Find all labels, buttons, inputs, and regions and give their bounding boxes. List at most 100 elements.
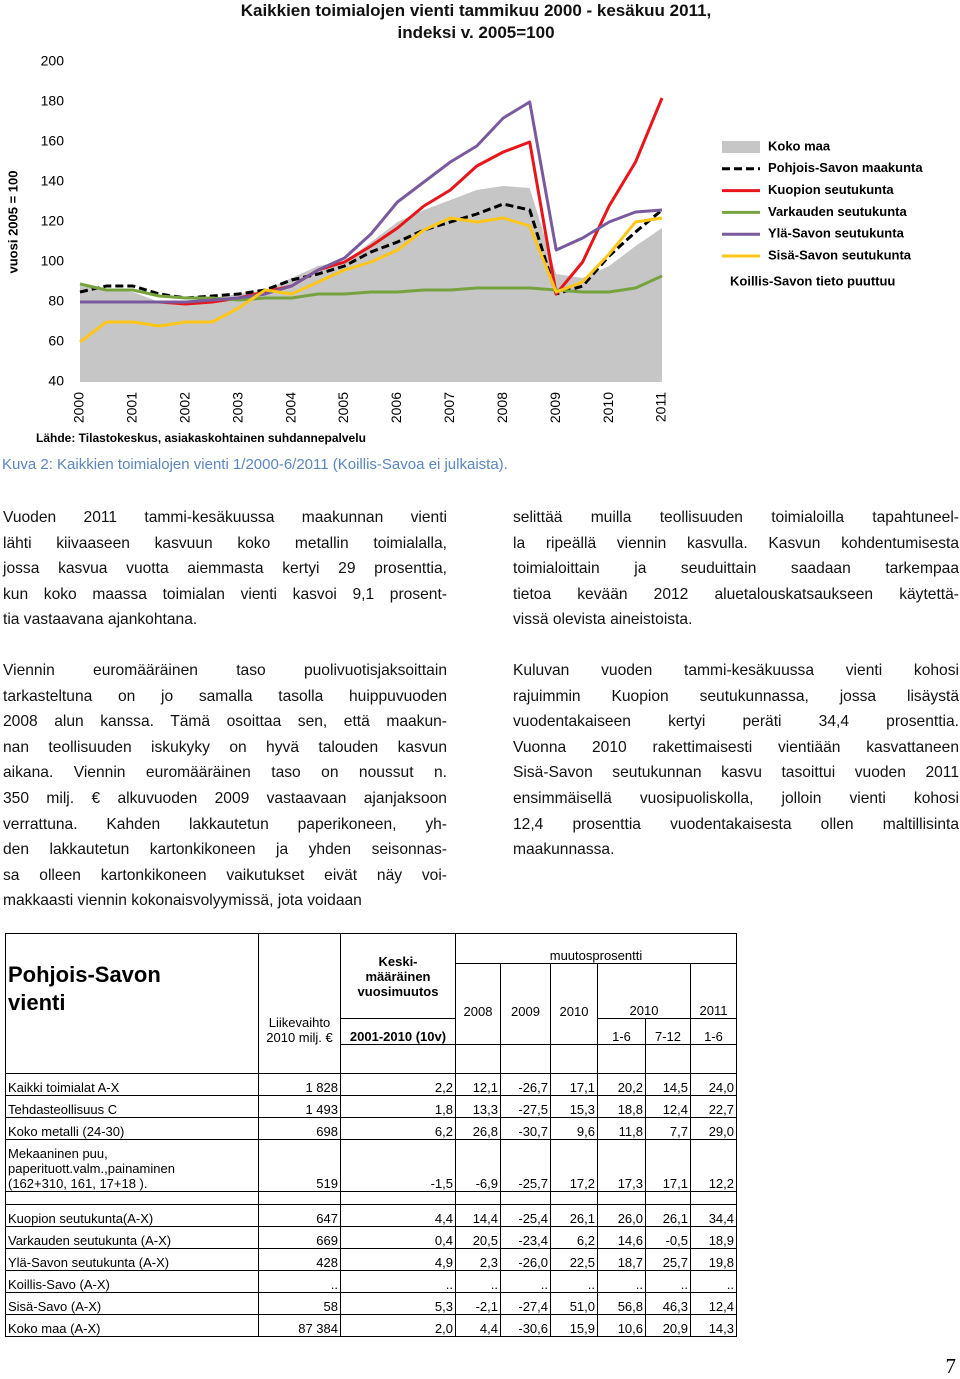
row-label: Varkauden seutukunta (A-X) bbox=[5, 1226, 259, 1249]
table-cell: 4,4 bbox=[455, 1314, 501, 1337]
y-tick-label: 60 bbox=[48, 333, 64, 349]
table-cell: 519 bbox=[258, 1139, 341, 1192]
table-cell: 12,2 bbox=[690, 1139, 737, 1192]
text-line: toimialoittain ja seuduittain saadaan ta… bbox=[513, 560, 959, 578]
table-cell: .. bbox=[690, 1270, 737, 1293]
table-row: Varkauden seutukunta (A-X) 669 0,4 20,5 -23,… bbox=[5, 1226, 737, 1249]
table-cell: .. bbox=[455, 1270, 501, 1293]
table-cell: -26,0 bbox=[500, 1248, 551, 1271]
table-cell: 34,4 bbox=[690, 1204, 737, 1227]
spacer-cell bbox=[690, 1044, 737, 1074]
text-line: aikana. Viennin euromääräinen taso on no… bbox=[3, 764, 447, 782]
table-cell: 0,4 bbox=[340, 1226, 456, 1249]
header-cell: 2001-2010 (10v) bbox=[340, 1018, 456, 1045]
header-cell: 1-6 bbox=[597, 1018, 646, 1045]
x-tick-label: 2004 bbox=[282, 392, 298, 423]
x-tick-label: 2000 bbox=[71, 392, 87, 423]
header-cell: 2010 bbox=[597, 963, 691, 1019]
table-cell: 87 384 bbox=[258, 1314, 341, 1337]
table-cell: -27,5 bbox=[500, 1095, 551, 1118]
text-line: Viennin euromääräinen taso puolivuotisja… bbox=[3, 661, 447, 679]
y-tick-label: 120 bbox=[41, 213, 65, 229]
table-cell: -1,5 bbox=[340, 1139, 456, 1192]
table-cell: 10,6 bbox=[597, 1314, 646, 1337]
spacer-cell bbox=[645, 1191, 691, 1205]
page-number: 7 bbox=[945, 1354, 957, 1378]
table-cell: 20,9 bbox=[645, 1314, 691, 1337]
header-cell: 2008 bbox=[455, 963, 501, 1019]
text-line: ensimmäisellä vuosipuoliskolla, jolloin … bbox=[513, 789, 959, 807]
x-tick-label: 2003 bbox=[229, 392, 245, 423]
spacer-cell bbox=[690, 1191, 737, 1205]
table-cell: 1,8 bbox=[340, 1095, 456, 1118]
table-row: Koko maa (A-X) 87 384 2,0 4,4 -30,6 15,9 10,6 2… bbox=[5, 1314, 737, 1337]
table-cell: 647 bbox=[258, 1204, 341, 1227]
text-line: 12,4 prosenttia vuodentakaisesta ollen m… bbox=[513, 815, 959, 833]
table-cell: 46,3 bbox=[645, 1292, 691, 1315]
row-label: Mekaaninen puu, paperituott.valm.,painami… bbox=[5, 1139, 259, 1192]
legend-label: Sisä-Savon seutukunta bbox=[768, 247, 912, 262]
table-row: Koillis-Savo (A-X)................ bbox=[5, 1270, 737, 1293]
table-cell: 25,7 bbox=[645, 1248, 691, 1271]
table-cell: 12,4 bbox=[645, 1095, 691, 1118]
row-label-line: paperituott.valm.,painaminen bbox=[8, 1161, 175, 1176]
table-cell: 20,5 bbox=[455, 1226, 501, 1249]
table-row: Sisä-Savo (A-X) 58 5,3 -2,1 -27,4 51,0 56,8 46,… bbox=[5, 1292, 737, 1315]
header-cell: Liikevaihto 2010 milj. € bbox=[258, 933, 341, 1045]
table-row: Kuopion seutukunta(A-X) 647 4,4 14,4 -25,4 26… bbox=[5, 1204, 737, 1227]
row-label-line: (162+310, 161, 17+18 ). bbox=[8, 1176, 148, 1191]
table-cell: 17,1 bbox=[645, 1139, 691, 1192]
header-cell: 2009 bbox=[500, 963, 551, 1019]
table-cell: 22,7 bbox=[690, 1095, 737, 1118]
table-cell: 15,9 bbox=[550, 1314, 598, 1337]
paragraph: Kuluvan vuoden tammi-kesäkuussa vienti k… bbox=[513, 658, 959, 863]
table-row: Kaikki toimialat A-X 1 828 2,2 12,1 -26,7 17,… bbox=[5, 1073, 737, 1096]
header-text: vuosimuutos bbox=[357, 983, 439, 999]
header-cell bbox=[550, 1018, 598, 1045]
text-line: Kuluvan vuoden tammi-kesäkuussa vienti k… bbox=[513, 661, 959, 679]
table-cell: 51,0 bbox=[550, 1292, 598, 1315]
table-cell: -30,7 bbox=[500, 1117, 551, 1140]
table-cell: .. bbox=[258, 1270, 341, 1293]
table-cell: -2,1 bbox=[455, 1292, 501, 1315]
table-cell: 26,8 bbox=[455, 1117, 501, 1140]
text-line: vuodentakaiseen kertyi peräti 34,4 prose… bbox=[513, 713, 959, 731]
x-tick-label: 2009 bbox=[547, 392, 563, 423]
table-cell: 14,5 bbox=[645, 1073, 691, 1096]
x-tick-label: 2001 bbox=[124, 392, 140, 423]
table-cell: 17,1 bbox=[550, 1073, 598, 1096]
x-tick-label: 2007 bbox=[441, 392, 457, 423]
spacer-cell bbox=[500, 1044, 551, 1074]
table-cell: -26,7 bbox=[500, 1073, 551, 1096]
table-cell: -25,4 bbox=[500, 1204, 551, 1227]
text-line: nan teollisuuden iskukyky on hyvä taloud… bbox=[3, 738, 447, 756]
table-cell: 18,9 bbox=[690, 1226, 737, 1249]
table-cell: 20,2 bbox=[597, 1073, 646, 1096]
table-cell: -23,4 bbox=[500, 1226, 551, 1249]
y-tick-label: 180 bbox=[41, 93, 65, 109]
row-label: Koko maa (A-X) bbox=[5, 1314, 259, 1337]
row-label-line: Koko metalli (24-30) bbox=[8, 1124, 125, 1139]
table-cell: .. bbox=[500, 1270, 551, 1293]
x-tick-label: 2011 bbox=[653, 392, 669, 422]
text-line: kun koko maassa toimialan vienti kasvoi … bbox=[3, 585, 447, 603]
header-cell: 2010 bbox=[550, 963, 598, 1019]
legend-label: Ylä-Savon seutukunta bbox=[768, 226, 905, 241]
table-cell: 669 bbox=[258, 1226, 341, 1249]
line bbox=[80, 100, 663, 304]
table-cell: -6,9 bbox=[455, 1139, 501, 1192]
text-line: 350 milj. € alkuvuoden 2009 vastaavaan a… bbox=[3, 789, 447, 807]
spacer-cell bbox=[550, 1044, 598, 1074]
table-title-cell: Pohjois-Savon vienti bbox=[5, 933, 259, 1045]
y-tick-label: 100 bbox=[41, 253, 65, 269]
row-label: Kaikki toimialat A-X bbox=[5, 1073, 259, 1096]
table-cell: 14,3 bbox=[690, 1314, 737, 1337]
table-cell: 29,0 bbox=[690, 1117, 737, 1140]
row-label-line: Mekaaninen puu, bbox=[8, 1146, 108, 1161]
spacer-cell bbox=[500, 1191, 551, 1205]
header-cell: 1-6 bbox=[690, 1018, 737, 1045]
text-line: tarkasteltuna on jo samalla tasolla huip… bbox=[3, 687, 447, 705]
line bbox=[79, 274, 663, 302]
spacer-cell bbox=[5, 1191, 259, 1205]
table-cell: .. bbox=[645, 1270, 691, 1293]
